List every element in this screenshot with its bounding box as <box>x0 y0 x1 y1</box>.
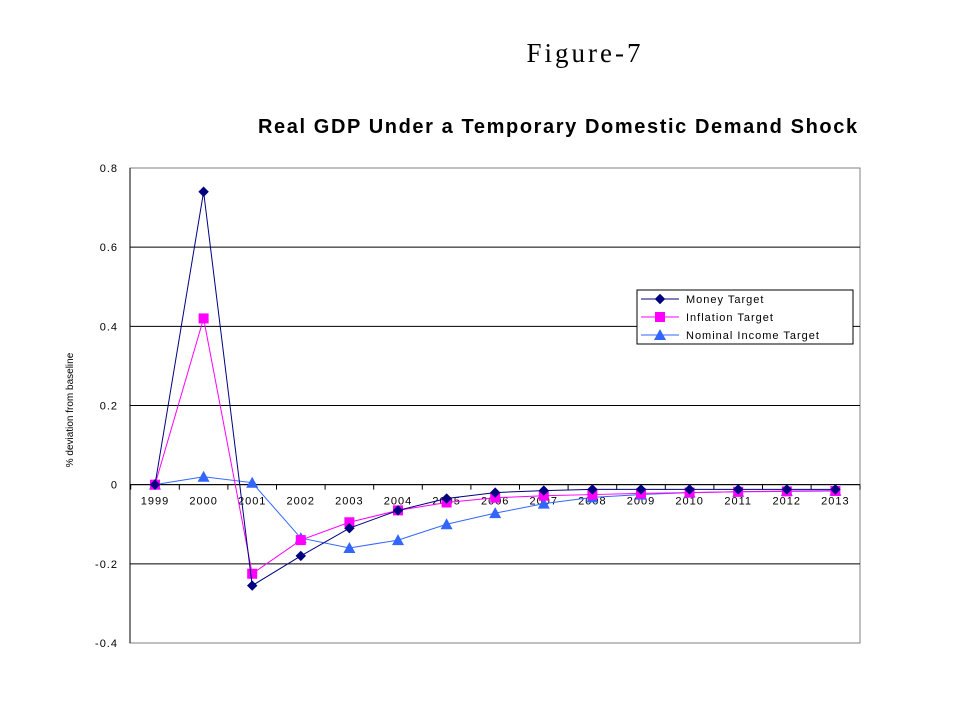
data-point <box>392 505 404 516</box>
data-point <box>830 484 841 495</box>
data-point <box>344 523 355 534</box>
x-tick-label: 2003 <box>335 496 363 508</box>
data-point <box>489 507 502 519</box>
data-point <box>198 313 209 324</box>
data-point <box>295 535 306 546</box>
legend-marker <box>655 312 665 322</box>
data-point <box>197 470 210 482</box>
data-point <box>489 487 501 498</box>
x-tick-label: 2000 <box>189 496 217 508</box>
x-tick-label: 2001 <box>238 496 266 508</box>
y-tick-label: 0.2 <box>100 401 118 413</box>
data-point <box>343 542 356 553</box>
x-tick-label: 2004 <box>384 496 412 508</box>
x-tick-label: 2012 <box>773 496 801 508</box>
x-tick-label: 1999 <box>141 496 169 508</box>
data-point <box>440 518 453 530</box>
x-tick-label: 2010 <box>675 496 703 508</box>
y-tick-label: -0.2 <box>95 559 118 571</box>
figure-label: Figure-7 <box>526 38 644 68</box>
legend-label: Nominal Income Target <box>686 330 820 342</box>
y-tick-label: 0 <box>111 480 118 492</box>
data-point <box>441 493 452 504</box>
data-point <box>295 550 307 562</box>
data-point <box>635 484 647 495</box>
legend-marker <box>654 293 666 305</box>
data-point <box>587 484 598 495</box>
y-axis-label: % deviation from baseline <box>65 352 76 467</box>
data-point <box>781 484 793 495</box>
data-point <box>246 476 259 488</box>
x-tick-label: 2013 <box>821 496 849 508</box>
data-point <box>684 484 695 495</box>
x-tick-label: 2009 <box>627 496 655 508</box>
data-point <box>537 497 550 509</box>
y-tick-label: 0.6 <box>100 242 118 254</box>
series-layer <box>149 186 842 591</box>
x-tick-label: 2011 <box>724 496 752 508</box>
data-point <box>344 517 355 528</box>
data-point <box>392 534 404 546</box>
y-tick-label: 0.8 <box>100 163 118 175</box>
legend: Money Target Inflation Target Nominal Inco… <box>636 289 854 345</box>
legend-label: Inflation Target <box>686 312 774 324</box>
legend-label: Money Target <box>686 294 764 306</box>
data-point <box>198 186 209 197</box>
data-point <box>246 580 258 591</box>
data-point <box>149 479 161 490</box>
chart-title: Real GDP Under a Temporary Domestic Dema… <box>258 116 859 138</box>
x-tick-label: 2002 <box>287 496 315 508</box>
y-tick-label: -0.4 <box>95 638 118 650</box>
data-point <box>247 568 258 579</box>
legend-marker <box>654 329 666 340</box>
data-point <box>538 485 550 496</box>
data-point <box>732 484 744 495</box>
y-tick-label: 0.4 <box>100 321 118 333</box>
